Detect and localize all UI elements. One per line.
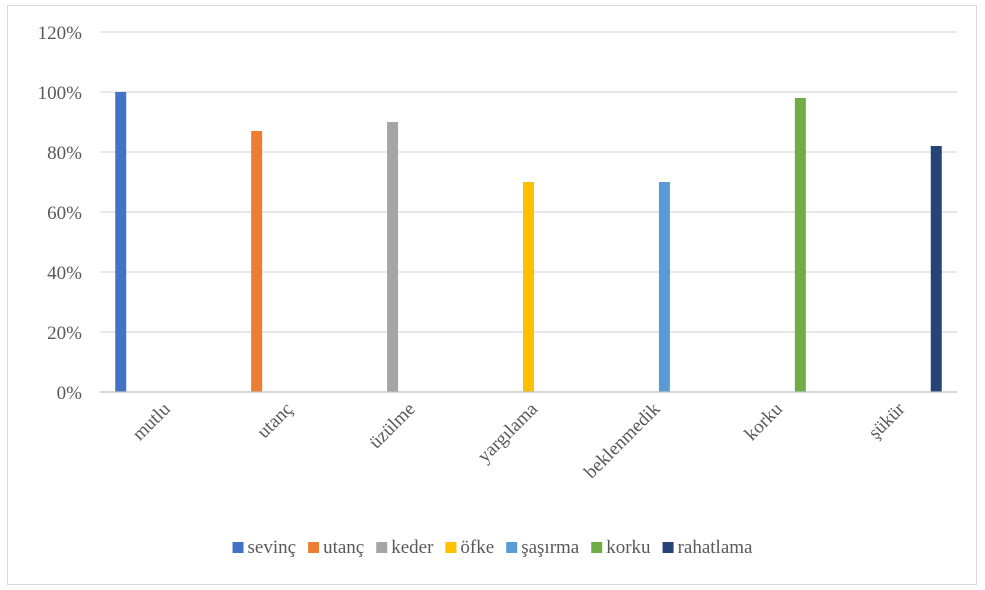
legend-label: sevinç <box>248 537 297 558</box>
legend-label: şaşırma <box>521 537 580 558</box>
legend-item: şaşırma <box>506 537 580 558</box>
bar-utanç <box>251 131 263 392</box>
legend-item: korku <box>591 537 651 558</box>
legend-label: korku <box>606 537 651 558</box>
y-tick-label: 40% <box>47 263 82 284</box>
bar-rahatlama <box>930 146 942 392</box>
x-tick-label: beklenmedik <box>580 398 665 483</box>
chart-frame <box>7 5 977 585</box>
y-tick-label: 20% <box>47 323 82 344</box>
x-tick-label: korku <box>741 398 788 445</box>
legend-swatch <box>591 542 603 553</box>
gridlines <box>100 31 957 333</box>
x-tick-label: utanç <box>253 399 297 443</box>
legend-swatch <box>232 542 244 553</box>
y-tick-label: 100% <box>38 83 83 104</box>
bar-keder <box>387 122 399 392</box>
legend-label: rahatlama <box>678 537 753 558</box>
bar-şaşırma <box>658 182 670 392</box>
legend-item: öfke <box>445 537 494 558</box>
legend-swatch <box>445 542 457 553</box>
y-tick-label: 60% <box>47 203 82 224</box>
legend-swatch <box>308 542 320 553</box>
x-tick-label: şükür <box>865 398 910 443</box>
legend-swatch <box>376 542 388 553</box>
legend-item: keder <box>376 537 434 558</box>
x-tick-label: üzülme <box>365 399 419 453</box>
legend-item: utanç <box>308 537 364 558</box>
legend-label: utanç <box>323 537 364 558</box>
bar-korku <box>794 98 806 392</box>
y-axis-ticks: 0% 20% 40% 60% 80% 100% 120% <box>38 23 83 404</box>
legend-swatch <box>662 542 674 553</box>
legend-swatch <box>506 542 518 553</box>
legend-item: sevinç <box>232 537 297 558</box>
bar-sevinç <box>115 92 127 392</box>
bar-öfke <box>523 182 534 392</box>
legend: sevinç utanç keder öfke şaşırma korku rahatlam… <box>232 537 753 558</box>
legend-label: öfke <box>460 537 494 558</box>
legend-label: keder <box>391 537 434 558</box>
x-tick-label: yargılama <box>474 398 543 467</box>
bars <box>115 92 942 392</box>
y-tick-label: 0% <box>57 383 83 404</box>
y-tick-label: 80% <box>47 143 82 164</box>
legend-item: rahatlama <box>662 537 753 558</box>
y-tick-label: 120% <box>38 23 83 44</box>
x-axis-labels: mutlu utanç üzülme yargılama beklenmedik kork… <box>129 398 910 483</box>
x-tick-label: mutlu <box>129 398 176 445</box>
